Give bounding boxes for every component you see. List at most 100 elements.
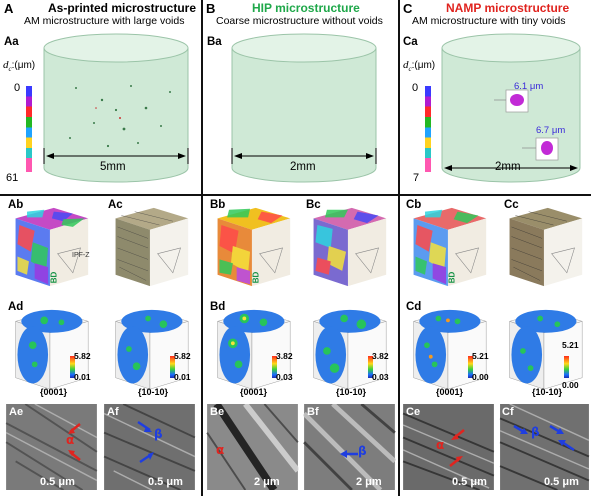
pole-figure-ad-10-10	[114, 309, 190, 390]
bd-label-cb: BD	[447, 271, 457, 284]
column-divider-ab	[201, 0, 203, 496]
arrows-cf	[513, 424, 575, 452]
ebsd-cube-bc	[313, 207, 387, 287]
ipf-label-ab: IPF-Z	[72, 252, 90, 259]
bd-label-bb: BD	[251, 271, 261, 284]
tem-image-bf	[303, 404, 396, 490]
panel-a-letter: A	[4, 1, 14, 16]
label-ce: Ce	[406, 406, 421, 418]
pf-max-bd-2: 3.82	[372, 351, 389, 361]
pole-figure-cd-0001	[412, 309, 488, 390]
panel-b-subtitle: Coarse microstructure without voids	[216, 15, 383, 27]
cylinder-a	[43, 33, 189, 183]
label-ac: Ac	[108, 199, 123, 211]
pole-figure-cd-10-10	[508, 309, 584, 390]
plane-label-bd-2: {10-10}	[336, 387, 367, 397]
dimension-label-c: 2mm	[495, 161, 521, 173]
pf-colorbar-bd-2	[368, 356, 373, 378]
color-scale-c	[425, 86, 431, 172]
beta-label-af: β	[154, 427, 163, 441]
label-bd: Bd	[210, 301, 226, 313]
label-ad: Ad	[8, 301, 24, 313]
panel-c-title: NAMP microstructure	[446, 1, 570, 15]
cylinder-b	[231, 33, 377, 183]
plane-label-cd-2: {10-10}	[532, 387, 563, 397]
label-be: Be	[210, 406, 225, 418]
pf-max-ad-1: 5.82	[74, 351, 91, 361]
pf-max-bd-1: 3.82	[276, 351, 293, 361]
panel-b-letter: B	[206, 1, 216, 16]
panel-b-title: HIP microstructure	[252, 1, 360, 15]
label-cd: Cd	[406, 301, 422, 313]
arrow-bf	[340, 450, 358, 458]
plane-label-ad-1: {0001}	[40, 387, 68, 397]
beta-label-bf: β	[358, 444, 367, 458]
panel-b-cylinder-label: Ba	[207, 36, 222, 48]
pf-colorbar-cd-1	[468, 356, 473, 378]
label-af: Af	[107, 406, 119, 418]
label-ab: Ab	[8, 199, 24, 211]
label-bb: Bb	[210, 199, 226, 211]
tem-image-be	[206, 404, 299, 490]
bd-label-ab: BD	[49, 271, 59, 284]
pf-max-cd-2: 5.21	[562, 340, 579, 350]
pole-figure-bd-0001	[216, 309, 292, 390]
ebsd-cube-ac	[115, 207, 189, 287]
ebsd-cube-ab	[15, 207, 89, 287]
panel-a-title: As-printed microstructure	[48, 1, 197, 15]
pore-size-1: 6.1 μm	[514, 81, 544, 92]
plane-label-bd-1: {0001}	[240, 387, 268, 397]
label-cc: Cc	[504, 199, 519, 211]
plane-label-ad-2: {10-10}	[138, 387, 169, 397]
label-bf: Bf	[307, 406, 319, 418]
pf-colorbar-bd-1	[272, 356, 277, 378]
alpha-label-ce: α	[436, 438, 445, 452]
pole-figure-ad-0001	[14, 309, 90, 390]
tem-image-af	[103, 404, 196, 490]
alpha-label-ae: α	[66, 433, 75, 447]
plane-label-cd-1: {0001}	[436, 387, 464, 397]
scale-ae: 0.5 μm	[40, 476, 75, 488]
scale-ce: 0.5 μm	[452, 476, 487, 488]
panel-a-cylinder-label: Aa	[4, 36, 19, 48]
pf-min-cd-1: 0.00	[472, 372, 489, 382]
arrows-ae	[68, 423, 81, 461]
dc-axis-label-a: dc:(μm)	[3, 59, 36, 74]
alpha-label-be: α	[216, 443, 225, 457]
dimension-label-a: 5mm	[100, 161, 126, 173]
label-bc: Bc	[306, 199, 321, 211]
panel-c-cylinder-label: Ca	[403, 36, 418, 48]
dimension-label-b: 2mm	[290, 161, 316, 173]
label-ae: Ae	[9, 406, 24, 418]
pf-min-ad-2: 0.01	[174, 372, 191, 382]
pf-min-bd-1: 0.03	[276, 372, 293, 382]
scale-min-a: 0	[14, 82, 21, 94]
ebsd-cube-cb	[413, 207, 487, 287]
pf-max-ad-2: 5.82	[174, 351, 191, 361]
dc-axis-label-c: dc:(μm)	[403, 59, 436, 74]
pf-colorbar-ad-1	[70, 356, 75, 378]
pf-colorbar-ad-2	[170, 356, 175, 378]
color-scale-a	[26, 86, 32, 172]
column-divider-bc	[398, 0, 400, 496]
arrows-ce	[449, 429, 465, 467]
pf-colorbar-cd-2	[564, 356, 569, 378]
scale-af: 0.5 μm	[148, 476, 183, 488]
scale-be: 2 μm	[254, 476, 280, 488]
scale-cf: 0.5 μm	[544, 476, 579, 488]
pf-min-cd-2: 0.00	[562, 380, 579, 390]
beta-label-cf: β	[531, 425, 540, 439]
panel-a-subtitle: AM microstructure with large voids	[24, 15, 185, 27]
scale-min-c: 0	[412, 82, 419, 94]
row-divider	[0, 194, 591, 196]
ebsd-cube-bb	[217, 207, 291, 287]
pore-size-2: 6.7 μm	[536, 125, 566, 136]
pf-min-bd-2: 0.03	[372, 372, 389, 382]
tem-image-ce	[402, 404, 495, 490]
arrows-af	[137, 420, 154, 464]
pole-figure-bd-10-10	[312, 309, 388, 390]
scale-max-a: 61	[6, 172, 19, 184]
scale-max-c: 7	[413, 172, 420, 184]
pf-max-cd-1: 5.21	[472, 351, 489, 361]
cylinder-c	[441, 33, 581, 183]
